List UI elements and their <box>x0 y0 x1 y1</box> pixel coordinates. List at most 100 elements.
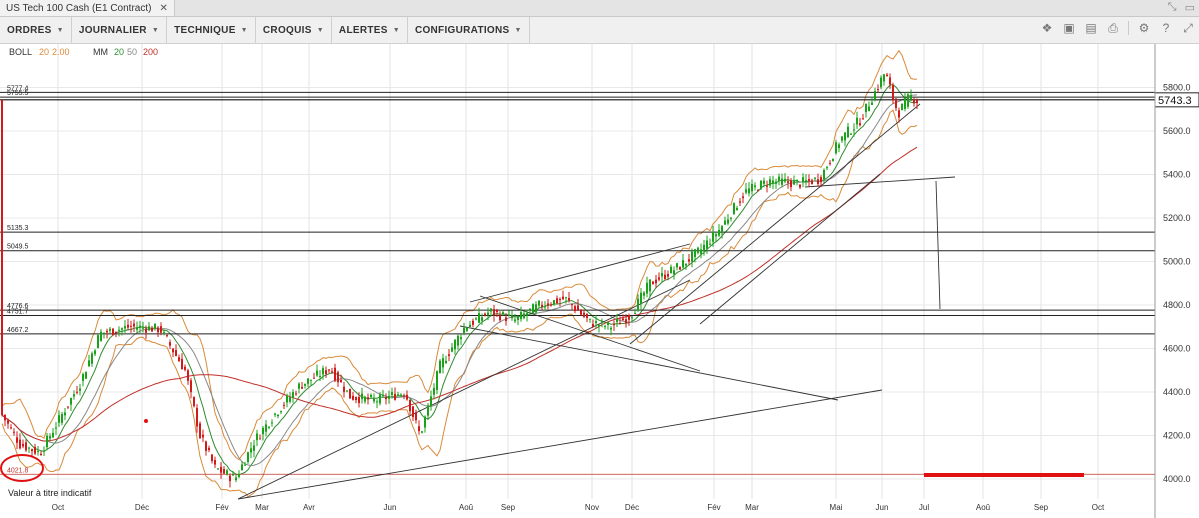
candle-body <box>4 414 6 421</box>
candle-body <box>475 318 477 320</box>
candle-body <box>691 251 693 262</box>
chevron-down-icon: ▼ <box>514 26 522 34</box>
candle-body <box>94 350 96 355</box>
candle-body <box>682 260 684 268</box>
candle-body <box>607 322 609 325</box>
candle-body <box>265 424 267 432</box>
print-icon[interactable]: ⎙ <box>1108 20 1118 35</box>
image-alt-icon[interactable]: ▤ <box>1085 21 1097 35</box>
candle-body <box>37 450 39 452</box>
candle-body <box>97 335 99 349</box>
image-icon[interactable]: ▣ <box>1063 21 1075 35</box>
candle-body <box>550 304 552 306</box>
menu-label: CROQUIS <box>262 24 312 36</box>
candle-body <box>202 434 204 438</box>
candle-body <box>625 319 627 324</box>
candle-body <box>352 395 354 400</box>
menu-configurations[interactable]: CONFIGURATIONS ▼ <box>408 17 530 43</box>
candle-body <box>745 189 747 193</box>
candle-body <box>55 427 57 429</box>
candle-body <box>820 177 822 183</box>
candle-body <box>310 379 312 381</box>
candle-body <box>190 380 192 393</box>
candle-body <box>901 103 903 111</box>
x-tick-label: Fév <box>707 503 720 512</box>
gear-icon[interactable]: ⚙ <box>1138 21 1150 35</box>
candle-body <box>868 106 870 111</box>
restore-icon[interactable]: ⤡ <box>1167 1 1177 13</box>
candle-body <box>76 391 78 393</box>
candle-body <box>160 326 162 333</box>
candle-body <box>163 331 165 333</box>
candle-body <box>133 323 135 327</box>
menu-ordres[interactable]: ORDRES ▼ <box>0 17 72 43</box>
candle-body <box>415 412 417 421</box>
y-tick-label: 4400.0 <box>1163 387 1191 397</box>
layers-icon[interactable]: ❖ <box>1041 21 1053 35</box>
trend-line <box>699 173 881 325</box>
menu-croquis[interactable]: CROQUIS ▼ <box>256 17 332 43</box>
candle-body <box>274 413 276 415</box>
trend-line <box>237 279 691 500</box>
candle-body <box>301 386 303 389</box>
minimize-icon[interactable]: ▭ <box>1184 2 1195 14</box>
candle-body <box>862 118 864 120</box>
candle-body <box>913 99 915 104</box>
candle-body <box>361 393 363 400</box>
candle-body <box>262 427 264 435</box>
candle-body <box>904 98 906 109</box>
candle-body <box>871 102 873 105</box>
candle-body <box>88 360 90 367</box>
candle-body <box>169 342 171 346</box>
candle-body <box>349 388 351 399</box>
menu-alertes[interactable]: ALERTES ▼ <box>332 17 408 43</box>
candle-body <box>292 392 294 398</box>
level-label: 5049.5 <box>7 244 29 251</box>
candle-body <box>709 243 711 245</box>
candle-body <box>19 439 21 449</box>
candle-body <box>565 297 567 299</box>
candle-body <box>679 266 681 270</box>
divider <box>1128 21 1129 35</box>
candle-body <box>10 427 12 429</box>
candle-body <box>25 442 27 451</box>
menu-journalier[interactable]: JOURNALIER ▼ <box>72 17 168 43</box>
candle-body <box>847 126 849 138</box>
candle-body <box>757 190 759 192</box>
candle-body <box>670 266 672 274</box>
candle-body <box>829 162 831 164</box>
candle-body <box>31 449 33 452</box>
candle-body <box>760 180 762 189</box>
menu-technique[interactable]: TECHNIQUE ▼ <box>167 17 256 43</box>
candle-body <box>61 414 63 423</box>
candle-body <box>652 281 654 285</box>
candle-body <box>796 179 798 182</box>
expand-icon[interactable]: ⤢ <box>1183 20 1193 35</box>
candle-body <box>730 217 732 219</box>
candle-body <box>295 393 297 395</box>
candle-body <box>121 328 123 330</box>
candle-body <box>418 426 420 432</box>
candle-body <box>271 422 273 424</box>
candle-body <box>487 312 489 316</box>
trend-lines <box>237 103 956 500</box>
candle-body <box>505 317 507 322</box>
chevron-down-icon: ▼ <box>392 26 400 34</box>
y-tick-label: 5400.0 <box>1163 170 1191 180</box>
candle-body <box>697 247 699 253</box>
candle-body <box>619 322 621 325</box>
candle-body <box>688 259 690 262</box>
candle-body <box>499 314 501 321</box>
candle-body <box>154 323 156 329</box>
candle-body <box>67 406 69 408</box>
close-icon[interactable]: ✕ <box>159 2 168 14</box>
help-icon[interactable]: ? <box>1162 21 1170 35</box>
candle-body <box>877 89 879 91</box>
candle-body <box>439 360 441 374</box>
candle-body <box>433 387 435 395</box>
menu-label: ALERTES <box>338 24 388 36</box>
candle-body <box>136 327 138 330</box>
chart-tab[interactable]: US Tech 100 Cash (E1 Contract) ✕ <box>0 0 175 16</box>
candle-body <box>769 179 771 186</box>
